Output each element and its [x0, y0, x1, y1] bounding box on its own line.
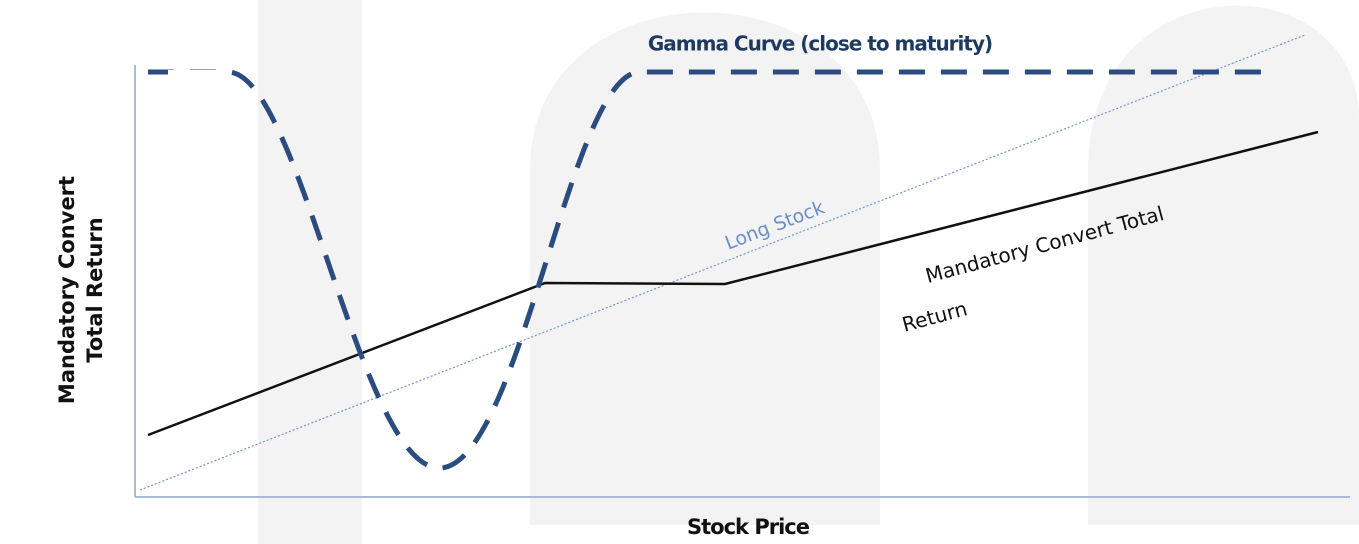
watermark [258, 0, 1359, 544]
blank-box [168, 70, 228, 132]
watermark-arch [1088, 5, 1359, 525]
x-axis-label: Stock Price [687, 515, 810, 539]
watermark-arch [530, 12, 880, 525]
y-axis-label: Total Return [83, 217, 107, 362]
convert-label: Return [899, 296, 969, 336]
gamma-curve [148, 69, 1270, 471]
y-axis-label: Mandatory Convert [55, 176, 79, 404]
long-stock-line [139, 34, 1306, 491]
title: Gamma Curve (close to maturity) [648, 32, 992, 56]
watermark-stripe [258, 0, 362, 544]
convert-return-line [147, 130, 1319, 437]
